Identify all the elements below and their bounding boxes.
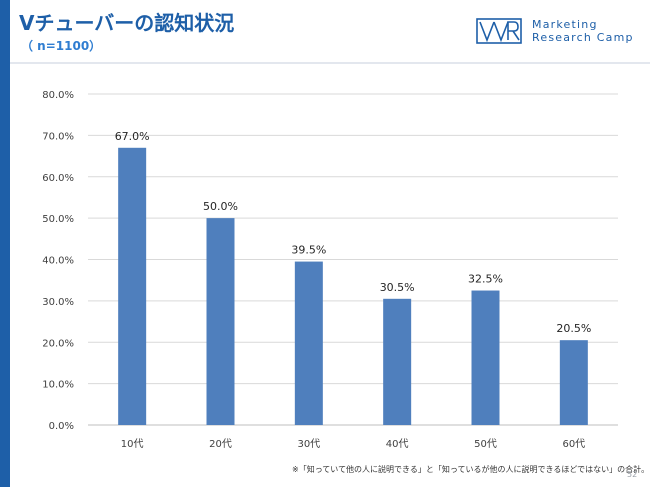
accent-bar	[0, 0, 10, 487]
bar	[118, 147, 147, 425]
y-tick-label: 80.0%	[42, 90, 74, 101]
logo-line-1: Marketing	[532, 18, 598, 31]
x-category-label: 10代	[121, 438, 144, 450]
y-tick-label: 60.0%	[42, 173, 74, 184]
header-divider	[10, 62, 650, 64]
page-number: 52	[627, 470, 638, 479]
page-title: Vチューバーの認知状況	[19, 11, 235, 35]
bar	[294, 261, 323, 425]
y-tick-label: 70.0%	[42, 131, 74, 142]
y-tick-label: 20.0%	[42, 338, 74, 349]
sample-size-subtitle: （ n=1100）	[21, 39, 102, 53]
y-tick-label: 10.0%	[42, 380, 74, 391]
bar	[559, 340, 588, 425]
y-tick-label: 0.0%	[49, 421, 74, 432]
footnote: ※「知っていて他の人に説明できる」と「知っているが他の人に説明できるほどではない…	[292, 465, 650, 474]
logo-line-2: Research Camp	[532, 31, 634, 44]
bar-value-label: 20.5%	[556, 322, 591, 335]
bar-value-label: 50.0%	[203, 200, 238, 213]
brand-logo: Marketing Research Camp	[476, 18, 634, 44]
y-tick-label: 50.0%	[42, 214, 74, 225]
bar	[206, 218, 235, 425]
x-category-label: 60代	[562, 438, 585, 450]
logo-text: Marketing Research Camp	[532, 18, 634, 44]
y-tick-label: 30.0%	[42, 297, 74, 308]
x-category-label: 30代	[297, 438, 320, 450]
bar-value-label: 39.5%	[291, 244, 326, 257]
bar	[471, 290, 500, 425]
logo-mark-icon	[476, 18, 522, 44]
bar-value-label: 30.5%	[380, 281, 415, 294]
bar	[383, 298, 412, 425]
x-category-label: 40代	[386, 438, 409, 450]
x-category-label: 20代	[209, 438, 232, 450]
bar-value-label: 67.0%	[115, 130, 150, 143]
bar-value-label: 32.5%	[468, 273, 503, 286]
y-tick-label: 40.0%	[42, 256, 74, 267]
x-category-label: 50代	[474, 438, 497, 450]
